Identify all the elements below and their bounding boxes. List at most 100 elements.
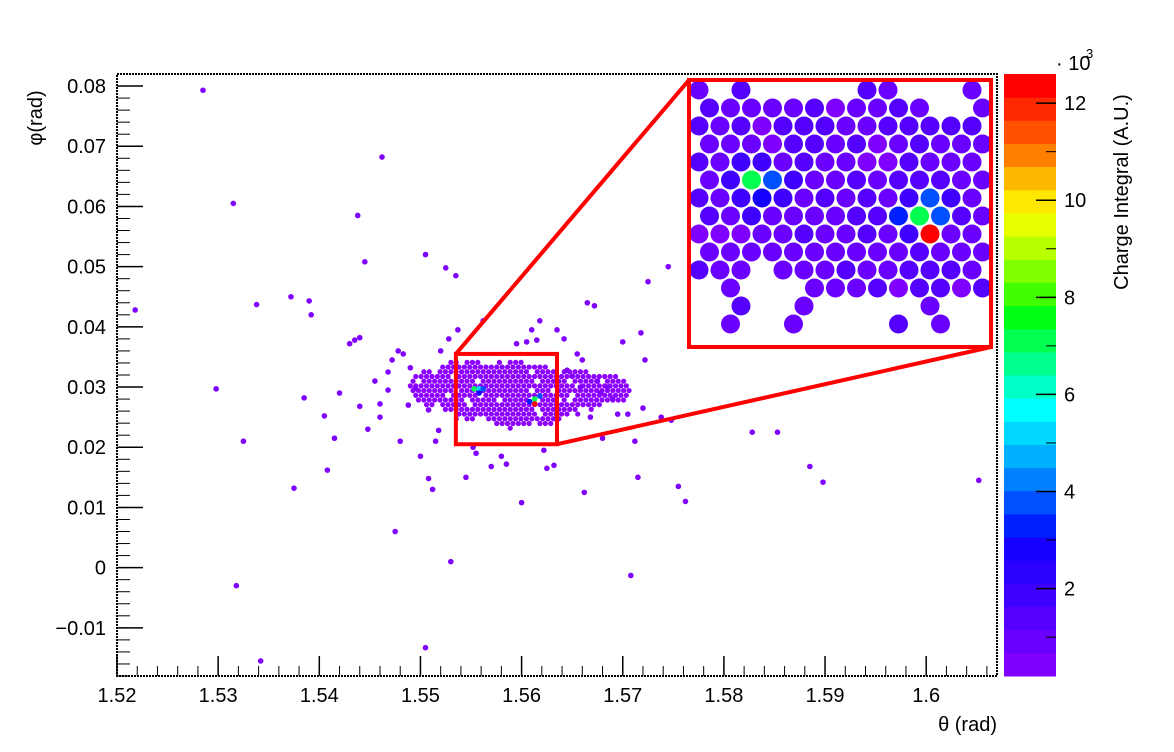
zoom-hex-cell <box>910 170 929 190</box>
scatter-point <box>569 373 575 380</box>
zoom-hex-cell <box>889 170 908 190</box>
scatter-point <box>558 373 565 380</box>
zoom-hex-cell <box>910 278 929 298</box>
scatter-point <box>488 373 494 380</box>
hotspot-point <box>471 386 477 392</box>
colorbar-segment <box>1004 467 1056 492</box>
scatter-point <box>640 405 646 411</box>
scatter-point <box>558 383 565 389</box>
zoom-hex-cell <box>794 116 814 136</box>
scatter-point <box>513 416 519 422</box>
zoom-hex-cell <box>689 188 709 208</box>
zoom-hex-cell <box>952 134 971 154</box>
scatter-point <box>442 397 449 403</box>
zoom-inset-frame <box>687 78 993 349</box>
scatter-point <box>569 383 575 389</box>
scatter-point <box>437 387 443 394</box>
scatter-point <box>472 373 478 380</box>
scatter-point <box>558 402 565 408</box>
scatter-point <box>588 387 594 394</box>
zoom-hex-cell <box>857 80 877 100</box>
zoom-hex-cell <box>836 260 856 280</box>
scatter-point <box>531 383 538 389</box>
scatter-point <box>467 364 473 370</box>
scatter-point <box>448 406 454 412</box>
scatter-point <box>583 369 589 375</box>
scatter-point <box>523 369 530 375</box>
colorbar-segment <box>1004 166 1056 191</box>
zoom-hex-cell <box>878 188 898 208</box>
zoom-hex-cell <box>731 296 751 316</box>
colorbar-segment <box>1004 236 1056 260</box>
scatter-point <box>550 406 557 412</box>
scatter-point <box>472 392 478 398</box>
zoom-hex-cell <box>952 242 971 262</box>
scatter-point <box>577 397 584 403</box>
scatter-point <box>351 337 358 343</box>
zoom-hex-cell <box>889 134 908 154</box>
zoom-hex-cell <box>731 80 751 100</box>
scatter-point <box>459 406 465 412</box>
scatter-point <box>233 582 240 589</box>
scatter-point <box>445 364 451 370</box>
scatter-point <box>440 383 446 389</box>
zoom-hex-cell <box>847 170 866 190</box>
scatter-point <box>502 387 508 394</box>
scatter-point <box>432 378 438 384</box>
zoom-hex-cell <box>815 224 835 244</box>
zoom-hex-cell <box>889 278 908 298</box>
zoom-hex-cell <box>742 170 761 190</box>
scatter-point <box>464 359 470 365</box>
scatter-point <box>638 330 644 336</box>
colorbar-tick-label: 8 <box>1064 287 1075 309</box>
zoom-region-box <box>453 351 560 447</box>
scatter-point <box>588 378 594 384</box>
scatter-point <box>537 420 543 427</box>
zoom-hex-cell <box>721 170 740 190</box>
scatter-point <box>230 200 237 207</box>
zoom-hex-cell <box>794 224 814 244</box>
x-tick-label: 1.59 <box>806 685 845 707</box>
scatter-point <box>423 392 430 398</box>
x-tick-label: 1.58 <box>704 685 743 707</box>
colorbar-label: Charge Integral (A.U.) <box>1111 94 1133 290</box>
y-tick-label: −0.01 <box>55 618 106 640</box>
scatter-point <box>461 392 467 398</box>
scatter-point <box>502 406 508 412</box>
zoom-hex-cell <box>941 188 961 208</box>
scatter-point <box>429 383 435 389</box>
colorbar-segment <box>1004 143 1056 168</box>
scatter-point <box>308 312 315 318</box>
scatter-point <box>513 387 519 394</box>
scatter-point <box>407 364 414 371</box>
scatter-point <box>440 392 446 398</box>
scatter-point <box>429 392 435 398</box>
scatter-point <box>591 302 598 309</box>
scatter-point <box>491 369 497 375</box>
scatter-point <box>467 383 473 389</box>
scatter-point <box>257 658 264 664</box>
scatter-point <box>467 411 473 417</box>
scatter-point <box>504 383 511 389</box>
zoom-hex-cell <box>805 206 824 226</box>
y-tick-label: 0.04 <box>67 317 106 339</box>
zoom-hex-cell <box>763 170 782 190</box>
zoom-hex-cell <box>857 260 877 280</box>
zoom-hex-cell <box>731 152 751 172</box>
scatter-point <box>472 364 478 370</box>
scatter-point <box>548 392 554 398</box>
scatter-point <box>607 373 613 380</box>
scatter-point <box>548 402 554 408</box>
zoom-hex-cell <box>721 98 740 118</box>
zoom-hex-cell <box>805 278 824 298</box>
y-tick-label: 0.06 <box>67 196 106 218</box>
zoom-hex-cell <box>826 134 845 154</box>
x-tick-label: 1.56 <box>502 685 541 707</box>
scatter-point <box>548 373 554 380</box>
scatter-point <box>518 499 525 506</box>
zoom-hex-cell <box>868 98 887 118</box>
y-tick-label: 0.05 <box>67 257 106 279</box>
scatter-point <box>377 401 383 407</box>
scatter-point <box>604 378 611 384</box>
scatter-point <box>413 373 419 380</box>
